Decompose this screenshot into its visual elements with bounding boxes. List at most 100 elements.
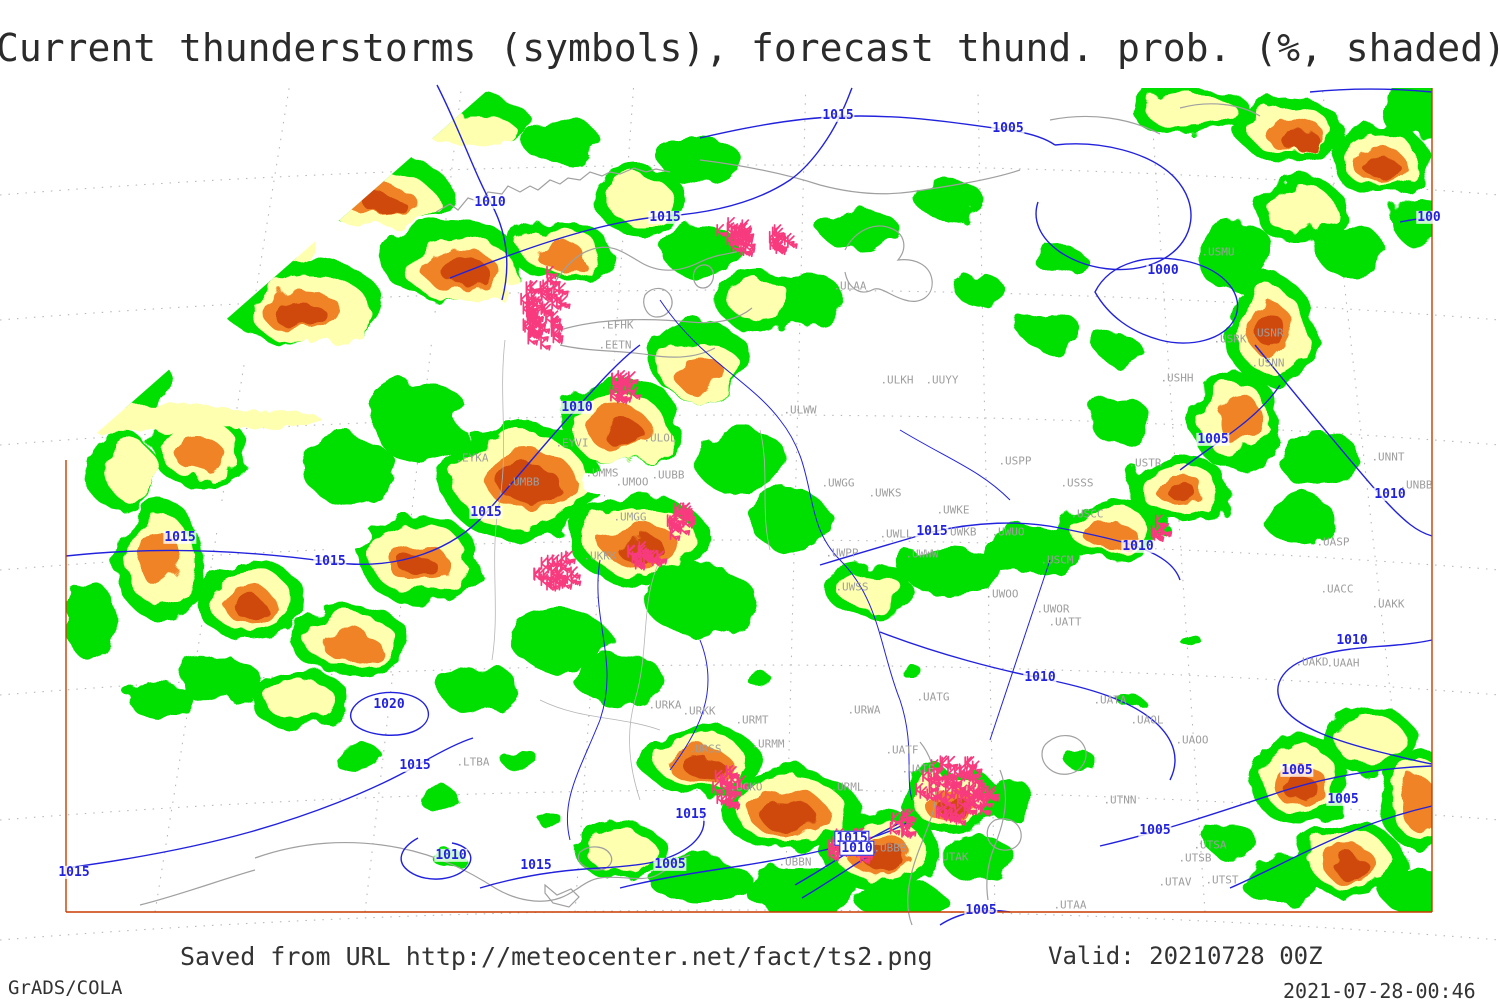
station-label: .UAOL [1130,713,1164,727]
station-label: .UTAA [1053,898,1087,912]
station-label: .UBBN [778,855,812,869]
isobar-label: 1015 [469,504,503,520]
valid-time-text: Valid: 20210728 00Z [1048,942,1323,970]
station-label: .USHH [1160,371,1194,385]
station-label: .EYKA [455,451,489,465]
isobar-lines [65,84,1433,926]
station-label: .UWUO [991,525,1025,539]
station-label: .UMOO [615,475,649,489]
station-label: .URKK [682,704,716,718]
station-label: .UTSB [1178,851,1212,865]
station-label: .EETN [598,338,632,352]
isobar-label: 1005 [1196,431,1230,447]
isobar-label: 1010 [1121,538,1155,554]
station-label: .UWKB [943,525,977,539]
station-label: .URML [830,780,864,794]
station-label: .UMBB [506,475,540,489]
station-label: .URWA [847,703,881,717]
station-label: .UTAK [935,850,969,864]
station-label: .UNNT [1371,450,1405,464]
station-label: .UTSA [1193,838,1227,852]
isobar-label: 1005 [1326,791,1360,807]
map-title: Current thunderstorms (symbols), forecas… [0,26,1500,70]
station-label: .UAOO [1175,733,1209,747]
station-label: .UWLL [879,527,913,541]
station-label: .UTNN [1103,793,1137,807]
station-label: .UWPP [825,546,859,560]
isobar-label: 1015 [648,209,682,225]
coastlines [139,103,1261,926]
station-label: .UATF [885,743,919,757]
station-label: .URSS [688,742,722,756]
isobar-label: 1015 [915,523,949,539]
station-label: .UWWW [905,547,939,561]
station-label: .UWSS [835,580,869,594]
isobar-label: 1015 [674,806,708,822]
station-label: .UNBB [1399,478,1433,492]
isobar-label: 1005 [964,902,998,918]
isobar-label: 1000 [1146,262,1180,278]
rivers [566,299,1051,841]
station-label: .UTAV [1158,875,1192,889]
station-label: .UAAH [1326,656,1360,670]
isobar-label: 1015 [398,757,432,773]
station-label: .EYVI [555,436,589,450]
station-label: .URMM [751,737,785,751]
isobar-label: 1010 [1023,669,1057,685]
prob-shading-holes [210,310,720,555]
station-label: .UATA [1093,693,1127,707]
station-label: .UACC [1320,582,1354,596]
generation-timestamp: 2021-07-28-00:46 [1283,979,1476,1000]
station-label: .UATT [1048,615,1082,629]
isobar-label: 1015 [821,107,855,123]
station-label: .USSS [1060,476,1094,490]
station-label: .USNN [1251,356,1285,370]
isobar-label: 1010 [839,840,875,856]
station-label: .LTBA [456,755,490,769]
isobar-label: 1015 [519,857,553,873]
isobar-label: 1010 [434,847,468,863]
isobar-label: 1005 [1138,822,1172,838]
station-label: .UWKS [868,486,902,500]
station-label: .UUYY [925,373,959,387]
station-label: .USTR [1128,456,1162,470]
station-label: .ULOL [643,431,677,445]
station-label: .UWKE [936,503,970,517]
station-label: .UWGG [821,476,855,490]
station-label: .ULAA [833,279,867,293]
grads-cola-credit: GrADS/COLA [8,977,123,999]
station-label: .URKA [648,698,682,712]
station-label: .USCC [1070,507,1104,521]
station-label: .UUBB [651,468,685,482]
station-label: .UAKD [1295,655,1329,669]
isobar-label: 1005 [991,120,1025,136]
isobar-label: 100 [1416,209,1442,225]
isobar-label: 1005 [653,856,687,872]
station-label: .URMT [735,713,769,727]
station-label: .USCM [1040,553,1074,567]
isobar-label: 1010 [473,194,507,210]
station-label: .UWOO [985,587,1019,601]
station-label: .UATG [916,690,950,704]
station-label: .UMGG [613,510,647,524]
station-label: .UATE [901,762,935,776]
saved-from-url-text: Saved from URL http://meteocenter.net/fa… [180,942,933,971]
isobar-label: 1015 [57,864,91,880]
station-label: .UGKO [729,780,763,794]
isobar-label: 1005 [1280,762,1314,778]
station-label: .UWOR [1036,602,1070,616]
station-label: .EFHK [600,318,634,332]
station-label: .UTST [1205,873,1239,887]
station-label: .ULKH [880,373,914,387]
station-label: .UASP [1316,535,1350,549]
station-label: .ULWW [783,403,817,417]
isobar-label: 1015 [313,553,347,569]
station-label: .USRK [1213,332,1247,346]
station-label: .UMMS [585,466,619,480]
station-label: .USPP [998,454,1032,468]
station-label: .USNR [1250,326,1284,340]
station-label: .UBBB [873,841,907,855]
isobar-label: 1020 [372,696,406,712]
